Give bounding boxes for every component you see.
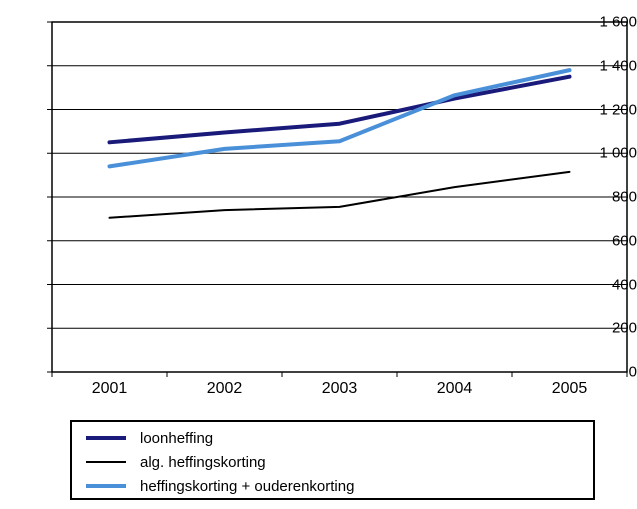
x-tick-label: 2002 [207, 380, 243, 398]
chart-legend: loonheffing alg. heffingskorting heffingsk… [70, 420, 595, 500]
legend-swatch [86, 461, 126, 463]
x-tick-label: 2003 [322, 380, 358, 398]
legend-label: heffingskorting + ouderenkorting [140, 478, 354, 495]
legend-swatch [86, 484, 126, 488]
legend-item: heffingskorting + ouderenkorting [72, 474, 593, 498]
legend-item: loonheffing [72, 426, 593, 450]
x-tick-label: 2004 [437, 380, 473, 398]
legend-label: alg. heffingskorting [140, 454, 266, 471]
legend-item: alg. heffingskorting [72, 450, 593, 474]
x-tick-label: 2005 [552, 380, 588, 398]
x-tick-label: 2001 [92, 380, 128, 398]
chart-container: 02004006008001 0001 2001 4001 600 200120… [0, 0, 637, 509]
legend-swatch [86, 436, 126, 440]
legend-label: loonheffing [140, 430, 213, 447]
